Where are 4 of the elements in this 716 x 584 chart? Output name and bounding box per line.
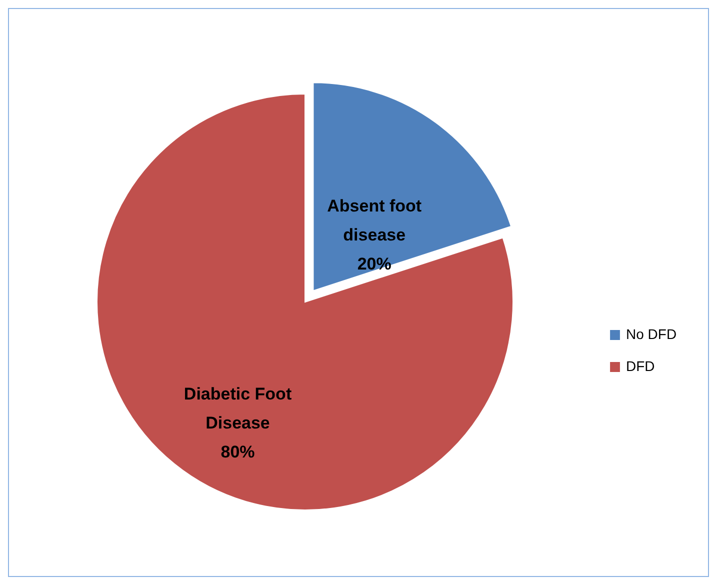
- legend-label: DFD: [626, 358, 655, 374]
- data-label: Diabetic Foot Disease 80%: [184, 384, 292, 462]
- legend-label: No DFD: [626, 326, 677, 342]
- data-label: Absent foot disease 20%: [327, 196, 422, 274]
